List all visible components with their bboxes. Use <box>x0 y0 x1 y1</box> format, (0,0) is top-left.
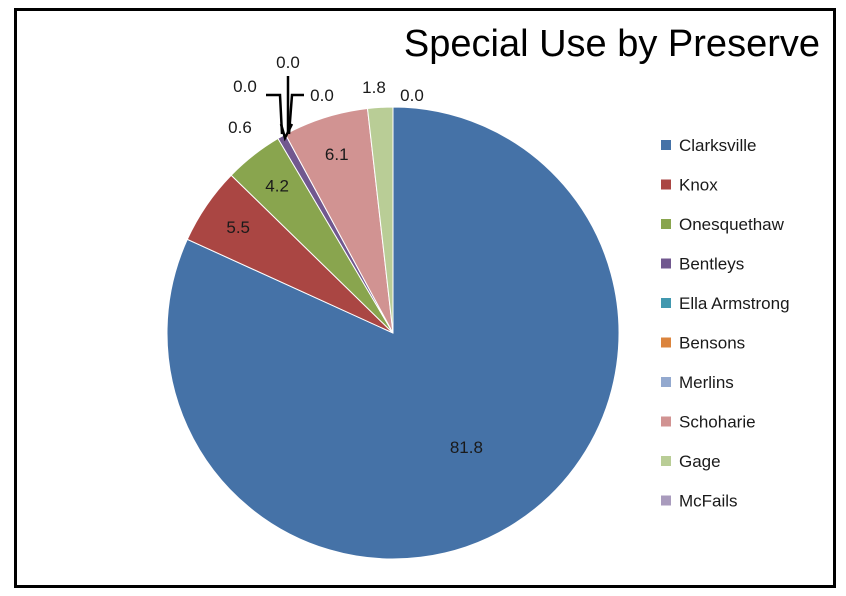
legend-swatch-bensons <box>661 337 671 348</box>
legend-label-merlins: Merlins <box>679 373 734 392</box>
slice-gage <box>366 106 394 334</box>
legend-label-clarksville: Clarksville <box>679 136 756 155</box>
legend-label-gage: Gage <box>679 452 721 471</box>
data-label-merlins: 0.0 <box>310 86 334 105</box>
data-label-clarksville: 81.8 <box>450 438 483 457</box>
leader-line <box>266 93 284 135</box>
legend-swatch-bentleys <box>661 258 671 269</box>
legend-swatch-knox <box>661 179 671 190</box>
leader-arrowhead <box>279 123 294 142</box>
legend-swatch-schoharie <box>661 416 671 427</box>
data-label-bentleys: 0.6 <box>228 118 252 137</box>
data-label-mcfails: 0.0 <box>400 86 424 105</box>
leader-line <box>287 93 304 135</box>
data-label-ella-armstrong: 0.0 <box>233 77 257 96</box>
data-label-knox: 5.5 <box>226 218 250 237</box>
data-label-schoharie: 6.1 <box>325 145 349 164</box>
legend-swatch-clarksville <box>661 140 671 150</box>
data-label-onesquethaw: 4.2 <box>265 177 289 196</box>
legend-swatch-gage <box>661 456 671 466</box>
legend-label-knox: Knox <box>679 176 718 195</box>
chart-title: Special Use by Preserve <box>404 23 820 65</box>
legend-label-bensons: Bensons <box>679 334 745 353</box>
legend-label-bentleys: Bentleys <box>679 255 744 274</box>
data-label-bensons: 0.0 <box>276 53 300 72</box>
legend-label-ella-armstrong: Ella Armstrong <box>679 294 790 313</box>
legend-swatch-mcfails <box>661 495 671 506</box>
legend-swatch-merlins <box>661 377 671 387</box>
legend-swatch-ella-armstrong <box>661 298 671 308</box>
legend-label-mcfails: McFails <box>679 492 738 511</box>
legend-label-onesquethaw: Onesquethaw <box>679 215 785 234</box>
legend-label-schoharie: Schoharie <box>679 413 756 432</box>
data-label-gage: 1.8 <box>362 78 386 97</box>
legend-swatch-onesquethaw <box>661 219 671 229</box>
